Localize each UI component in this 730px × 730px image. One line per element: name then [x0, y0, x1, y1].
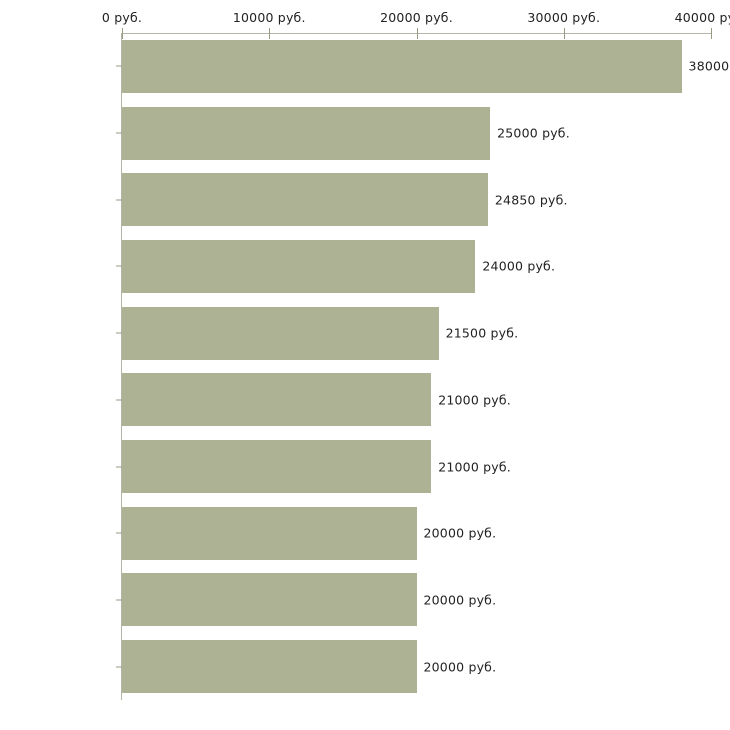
bar-row[interactable]: Новосибирск20000 руб. — [0, 573, 730, 627]
y-tick-mark — [116, 532, 122, 534]
bar-row[interactable]: Ростов-На-Дону24000 руб. — [0, 239, 730, 293]
bar-value-label: 24850 руб. — [494, 192, 568, 208]
y-tick-mark — [116, 199, 122, 201]
y-tick-mark — [116, 65, 122, 67]
y-tick-mark — [116, 132, 122, 134]
y-tick-mark — [116, 466, 122, 468]
bar[interactable] — [122, 373, 432, 427]
bar-value-label: 21000 руб. — [438, 392, 511, 408]
bar-row[interactable]: Пермь21000 руб. — [0, 373, 730, 427]
x-tick-label: 30000 руб. — [527, 10, 601, 25]
y-axis-line — [121, 33, 122, 700]
x-tick-mark — [563, 28, 565, 39]
y-tick-mark — [116, 599, 122, 601]
bar-row[interactable]: Нижний Новгород21500 руб. — [0, 306, 730, 360]
x-tick-mark — [711, 28, 712, 39]
bar-value-label: 25000 руб. — [497, 125, 570, 141]
x-tick-mark — [269, 28, 271, 39]
bar-value-label: 20000 руб. — [423, 525, 497, 541]
y-tick-mark — [116, 265, 122, 267]
x-tick-label: 20000 руб. — [380, 10, 453, 25]
bar-row[interactable]: Красноярск24850 руб. — [0, 173, 730, 227]
bar[interactable] — [122, 640, 417, 694]
bar[interactable] — [122, 173, 488, 227]
bar-value-label: 21000 руб. — [438, 459, 511, 475]
bar-value-label: 38000 руб. — [688, 58, 730, 74]
bar-value-label: 20000 руб. — [423, 659, 497, 675]
x-tick-mark — [122, 28, 123, 39]
bar[interactable] — [122, 39, 682, 93]
bar-row[interactable]: Москва38000 руб. — [0, 39, 730, 93]
bar-value-label: 20000 руб. — [423, 592, 497, 608]
bar-value-label: 24000 руб. — [482, 258, 556, 274]
x-tick-mark — [416, 28, 418, 39]
bar-row[interactable]: Волгоград20000 руб. — [0, 640, 730, 694]
bar[interactable] — [122, 106, 491, 160]
bar[interactable] — [122, 506, 417, 560]
bar[interactable] — [122, 306, 439, 360]
y-tick-mark — [116, 399, 122, 401]
bar-value-label: 21500 руб. — [445, 325, 519, 341]
bar[interactable] — [122, 573, 417, 627]
bar[interactable] — [122, 440, 432, 494]
x-tick-label: 10000 руб. — [232, 10, 306, 25]
bar-row[interactable]: Самара20000 руб. — [0, 506, 730, 560]
x-tick-label: 40000 руб. — [674, 10, 730, 25]
y-tick-mark — [116, 666, 122, 668]
y-tick-mark — [116, 332, 122, 334]
bar-row[interactable]: Челябинск21000 руб. — [0, 440, 730, 494]
bar-row[interactable]: Екатеринбург25000 руб. — [0, 106, 730, 160]
bar[interactable] — [122, 239, 476, 293]
x-tick-label: 0 руб. — [101, 10, 143, 25]
